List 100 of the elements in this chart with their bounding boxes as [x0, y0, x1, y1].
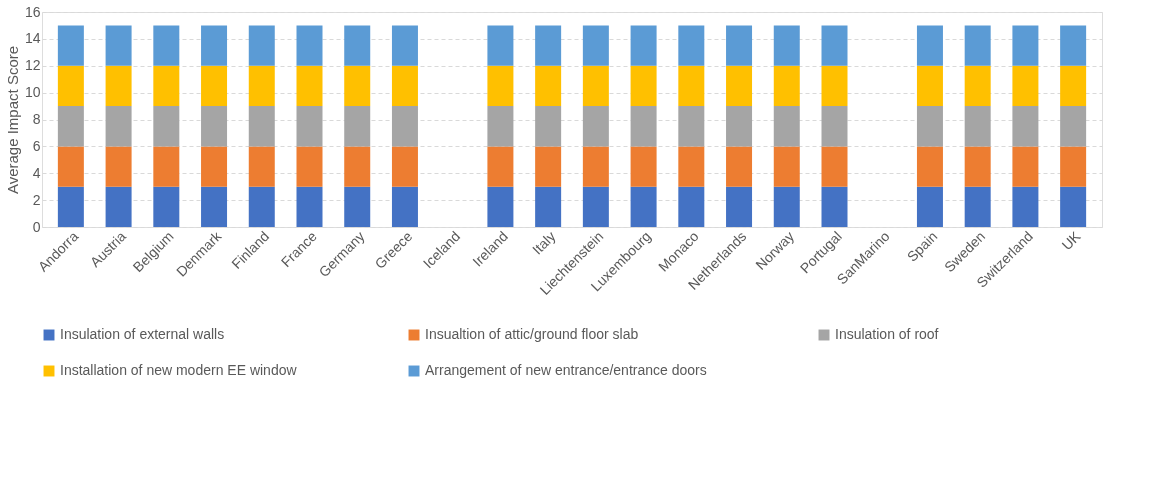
bar [487, 106, 514, 147]
bar [821, 106, 848, 147]
y-axis-title: Average Impact Score [3, 45, 21, 195]
y-tick-label: 10 [24, 84, 41, 101]
bar [630, 146, 657, 187]
bar [153, 146, 180, 187]
bar [248, 106, 275, 147]
bar [201, 186, 228, 227]
x-tick-label: UK [1058, 227, 1084, 254]
bar [678, 106, 705, 147]
y-tick-label: 4 [32, 164, 41, 181]
bar [582, 25, 609, 66]
bar [535, 106, 562, 147]
bar [153, 106, 180, 147]
y-tick-label: 6 [32, 137, 41, 154]
legend-label: Installation of new modern EE window [60, 362, 298, 378]
bar [201, 146, 228, 187]
y-tick-label: 14 [24, 30, 41, 47]
bar [1060, 65, 1087, 107]
bar [1060, 25, 1087, 66]
bar [105, 25, 132, 66]
bar [1012, 186, 1039, 227]
y-tick-label: 16 [24, 3, 41, 20]
bar [344, 106, 371, 147]
bar [773, 186, 800, 227]
bar [487, 186, 514, 227]
bar [1060, 186, 1087, 227]
bar [296, 106, 323, 147]
bar [630, 106, 657, 147]
bar [153, 25, 180, 66]
bar [248, 65, 275, 107]
legend-label: Insulation of external walls [60, 326, 225, 342]
bar [821, 65, 848, 107]
bar [964, 65, 991, 107]
bar [487, 65, 514, 107]
bar [821, 146, 848, 187]
bar [296, 146, 323, 187]
bar [678, 25, 705, 66]
bar [105, 186, 132, 227]
bar [248, 25, 275, 66]
bar [726, 146, 753, 187]
bar [391, 106, 418, 147]
bar [916, 65, 943, 107]
bar [773, 106, 800, 147]
bar [153, 186, 180, 227]
bar [344, 65, 371, 107]
bar [535, 25, 562, 66]
bar [726, 106, 753, 147]
bar [248, 186, 275, 227]
bar [1060, 106, 1087, 147]
bar [1012, 146, 1039, 187]
bar [105, 106, 132, 147]
bar [296, 65, 323, 107]
bar [630, 25, 657, 66]
bar [726, 186, 753, 227]
bar [964, 25, 991, 66]
bar [57, 25, 84, 66]
bar [916, 25, 943, 66]
bar [535, 146, 562, 187]
bar [344, 146, 371, 187]
bar [57, 65, 84, 107]
bar [964, 106, 991, 147]
y-tick-label: 2 [32, 191, 41, 208]
bar [535, 186, 562, 227]
bar [678, 65, 705, 107]
bar [773, 146, 800, 187]
bar [1012, 65, 1039, 107]
bar [535, 65, 562, 107]
bar [105, 146, 132, 187]
bar [582, 106, 609, 147]
legend-label: Insualtion of attic/ground floor slab [425, 326, 639, 342]
bar [391, 65, 418, 107]
bar [201, 65, 228, 107]
bar [1012, 25, 1039, 66]
y-tick-label: 12 [24, 57, 41, 74]
bar [916, 186, 943, 227]
bar [726, 25, 753, 66]
bar [1012, 106, 1039, 147]
bar [105, 65, 132, 107]
bar [248, 146, 275, 187]
bar [487, 146, 514, 187]
y-tick-label: 0 [32, 218, 41, 235]
bar [296, 25, 323, 66]
bar [1060, 146, 1087, 187]
bar [726, 65, 753, 107]
bar [678, 146, 705, 187]
bar [57, 186, 84, 227]
bar [630, 65, 657, 107]
legend-label: Insulation of roof [835, 326, 939, 342]
legend-label: Arrangement of new entrance/entrance doors [425, 362, 707, 378]
bar [916, 146, 943, 187]
bar [773, 25, 800, 66]
bar [57, 106, 84, 147]
bar [391, 146, 418, 187]
bar [582, 186, 609, 227]
bar [296, 186, 323, 227]
bar [678, 186, 705, 227]
bar [344, 186, 371, 227]
y-tick-label: 8 [32, 111, 41, 127]
bar [916, 106, 943, 147]
